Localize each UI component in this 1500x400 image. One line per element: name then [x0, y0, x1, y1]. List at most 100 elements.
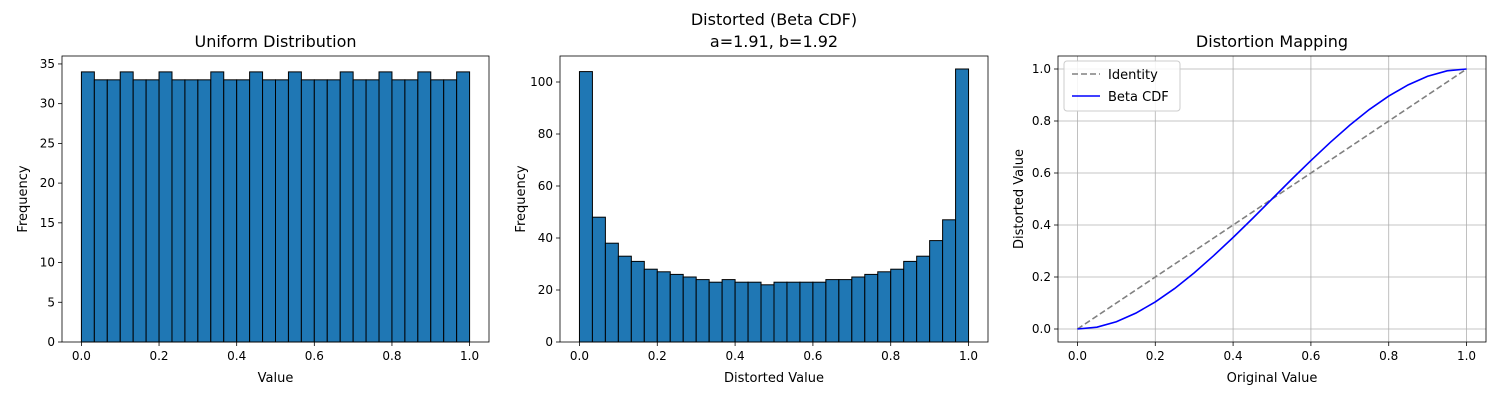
histogram-bar	[249, 71, 264, 343]
lines	[1077, 68, 1467, 330]
x-axis-label: Value	[258, 371, 294, 386]
x-tick-label: 0.0	[1068, 349, 1087, 363]
x-tick-label: 0.2	[648, 349, 667, 363]
histogram-bar	[443, 79, 458, 343]
histogram-bar	[799, 281, 814, 343]
histogram-bar	[275, 79, 289, 343]
chart-1: 0.0 0.2 0.4 0.6 0.8 1.0 0 5 10 15 20 25 30 35 Value Fre…	[16, 32, 490, 386]
series-line-beta-cdf	[1077, 68, 1467, 330]
x-tick-label: 0.0	[72, 349, 91, 363]
histogram-bar	[825, 279, 840, 343]
histogram-bar	[656, 271, 671, 343]
histogram-bar	[682, 276, 697, 343]
legend-label: Identity	[1108, 68, 1158, 83]
histogram-bar	[300, 79, 315, 343]
histogram-bar	[456, 71, 471, 343]
series-line-identity	[1077, 68, 1467, 330]
histogram-bar	[877, 271, 892, 343]
histogram-bar	[197, 79, 212, 343]
y-axis: 0 20 40 60 80 100	[530, 75, 560, 349]
y-tick-label: 80	[538, 127, 553, 141]
bars	[578, 68, 970, 343]
histogram-bar	[695, 279, 710, 343]
histogram-bar	[617, 255, 632, 343]
histogram-bar	[326, 79, 341, 343]
x-axis-label: Distorted Value	[724, 371, 824, 386]
histogram-bar	[669, 273, 684, 343]
histogram-bar	[106, 79, 121, 343]
histogram-bar	[864, 273, 879, 343]
histogram-bar	[391, 79, 406, 343]
histogram-bar	[210, 71, 225, 343]
y-tick-label: 0	[47, 335, 55, 349]
histogram-bar	[747, 281, 762, 343]
histogram-bar	[890, 268, 905, 343]
histogram-bar	[630, 260, 645, 343]
histogram-bar	[223, 79, 238, 343]
histogram-bar	[903, 260, 918, 343]
x-axis: 0.0 0.2 0.4 0.6 0.8 1.0	[570, 342, 978, 363]
x-tick-label: 0.6	[305, 349, 324, 363]
histogram-bar	[365, 79, 380, 343]
y-axis-label: Distorted Value	[1012, 149, 1027, 249]
x-axis: 0.0 0.2 0.4 0.6 0.8 1.0	[72, 342, 479, 363]
histogram-bar	[929, 240, 944, 343]
axes-frame	[559, 55, 989, 343]
histogram-bar	[942, 219, 957, 343]
legend: Identity Beta CDF	[1063, 60, 1181, 112]
histogram-bar	[417, 71, 432, 343]
y-axis: 0.0 0.2 0.4 0.6 0.8 1.0	[1032, 62, 1058, 336]
y-axis: 0 5 10 15 20 25 30 35	[40, 57, 62, 349]
y-tick-label: 30	[40, 97, 55, 111]
histogram-bar	[708, 281, 723, 343]
histogram-bar	[262, 79, 277, 343]
histogram-bar	[734, 281, 749, 343]
histogram-bar	[604, 242, 619, 343]
chart-2: 0.0 0.2 0.4 0.6 0.8 1.0 0 20 40 60 80 100 Distorted …	[514, 10, 989, 386]
histogram-bar	[851, 276, 866, 343]
histogram-bar	[404, 79, 419, 343]
chart-title: Distortion Mapping	[1196, 32, 1348, 51]
y-tick-label: 1.0	[1032, 62, 1051, 76]
chart-title: Uniform Distribution	[194, 32, 356, 51]
bars	[80, 71, 471, 343]
histogram-bar	[916, 255, 931, 343]
histogram-bar	[591, 216, 606, 343]
histogram-bar	[643, 268, 658, 343]
x-tick-label: 0.4	[1224, 349, 1243, 363]
histogram-bar	[145, 79, 160, 343]
y-tick-label: 0	[545, 335, 553, 349]
histogram-bar	[378, 71, 393, 343]
histogram-bar	[430, 79, 445, 343]
y-axis-label: Frequency	[16, 165, 31, 232]
legend-label: Beta CDF	[1108, 90, 1169, 105]
x-tick-label: 0.2	[1146, 349, 1165, 363]
axes-frame	[61, 55, 490, 343]
histogram-bar	[158, 71, 173, 343]
x-tick-label: 0.4	[227, 349, 246, 363]
x-tick-label: 0.4	[726, 349, 745, 363]
y-tick-label: 0.2	[1032, 270, 1051, 284]
axes-frame	[1057, 55, 1487, 343]
y-tick-label: 20	[40, 176, 55, 190]
histogram-bar	[184, 79, 199, 343]
histogram-bar	[773, 281, 788, 343]
histogram-bar	[812, 281, 827, 343]
x-axis-label: Original Value	[1227, 371, 1318, 386]
y-tick-label: 40	[538, 231, 553, 245]
histogram-bar	[80, 71, 95, 343]
y-tick-label: 35	[40, 57, 55, 71]
x-tick-label: 0.0	[570, 349, 589, 363]
histogram-bar	[786, 281, 801, 343]
y-tick-label: 0.8	[1032, 114, 1051, 128]
x-tick-label: 0.8	[1379, 349, 1398, 363]
y-tick-label: 15	[40, 216, 55, 230]
x-tick-label: 1.0	[959, 349, 978, 363]
y-tick-label: 0.0	[1032, 322, 1051, 336]
histogram-bar	[760, 284, 775, 343]
histogram-bar	[236, 79, 251, 343]
histogram-bar	[838, 279, 853, 343]
histogram-bar	[352, 79, 367, 343]
y-tick-label: 5	[47, 295, 55, 309]
y-tick-label: 60	[538, 179, 553, 193]
